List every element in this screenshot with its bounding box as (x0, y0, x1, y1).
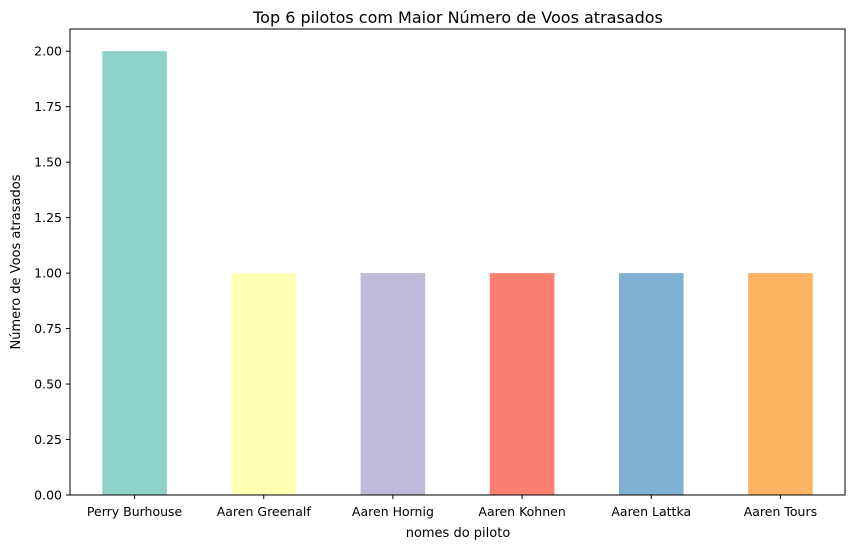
y-tick-label-3: 0.75 (34, 321, 62, 336)
x-tick-label-4: Aaren Lattka (611, 504, 691, 519)
x-tick-label-2: Aaren Hornig (352, 504, 434, 519)
x-tick-label-5: Aaren Tours (744, 504, 817, 519)
bar-2 (360, 273, 426, 495)
y-tick-label-8: 2.00 (34, 44, 62, 59)
y-tick-label-0: 0.00 (34, 488, 62, 503)
y-tick-label-6: 1.50 (34, 155, 62, 170)
chart-title: Top 6 pilotos com Maior Número de Voos a… (252, 8, 663, 27)
bar-4 (618, 273, 684, 495)
x-axis-label: nomes do piloto (406, 526, 511, 541)
bar-5 (748, 273, 813, 495)
y-tick-label-2: 0.50 (34, 377, 62, 392)
plot-frame (69, 28, 846, 496)
y-tick-label-1: 0.25 (34, 432, 62, 447)
y-tick-label-7: 1.75 (34, 99, 62, 114)
bar-0 (102, 51, 167, 495)
bar-3 (489, 273, 555, 495)
y-axis-label: Número de Voos atrasados (9, 174, 24, 349)
x-tick-label-3: Aaren Kohnen (478, 504, 565, 519)
x-axis: Perry Burhouse Aaren Greenalf Aaren Hornig… (87, 495, 817, 519)
y-tick-label-5: 1.25 (34, 210, 62, 225)
bars-layer (102, 51, 813, 495)
x-tick-label-1: Aaren Greenalf (217, 504, 312, 519)
x-tick-label-0: Perry Burhouse (87, 504, 183, 519)
y-tick-label-4: 1.00 (34, 266, 62, 281)
y-axis: 0.00 0.25 0.50 0.75 1.00 1.25 1.50 1.75 2.00 (34, 44, 70, 503)
bar-1 (231, 273, 297, 495)
